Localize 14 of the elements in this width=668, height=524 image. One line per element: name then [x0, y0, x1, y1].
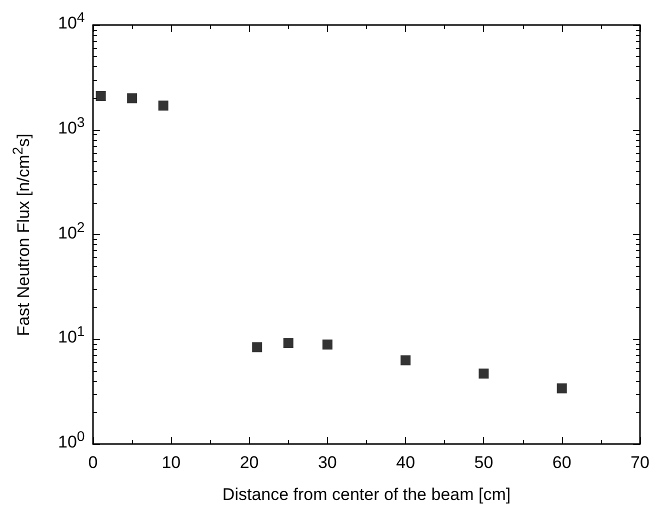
y-tick-label: 10$^{4}$ [58, 10, 85, 34]
x-tick-label: 70 [630, 453, 650, 472]
y-tick-label: 10$^{1}$ [58, 324, 85, 348]
y-tick-label: 10$^{2}$ [58, 220, 85, 244]
x-axis-title: Distance from center of the beam [cm] [222, 485, 511, 504]
x-tick-label: 50 [474, 453, 494, 472]
y-tick-label: 10$^{0}$ [58, 429, 85, 453]
x-tick-label: 20 [240, 453, 259, 472]
x-tick-label: 0 [88, 453, 98, 472]
y-tick-label: 10$^{3}$ [58, 114, 85, 138]
x-tick-label: 10 [162, 453, 181, 472]
x-tick-label: 30 [318, 453, 337, 472]
x-tick-label: 40 [396, 453, 416, 472]
x-tick-label: 60 [552, 453, 572, 472]
